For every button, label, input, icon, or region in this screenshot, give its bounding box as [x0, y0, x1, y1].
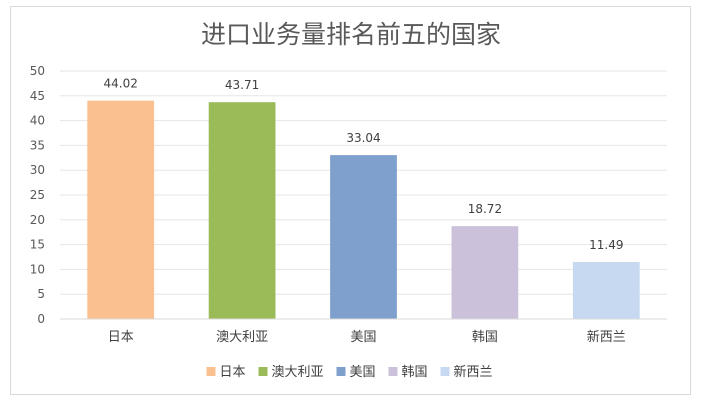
bar: [451, 226, 519, 319]
legend-entry: 澳大利亚: [272, 364, 324, 380]
data-label: 43.71: [225, 78, 259, 92]
bar: [208, 102, 276, 320]
y-tick-label: 30: [30, 163, 45, 177]
legend: 日本 澳大利亚 美国 韩国 新西兰: [206, 364, 493, 380]
chart-frame: 进口业务量排名前五的国家 0 5 10 15 20 25 30 35 40 45 50 44.02 4…: [10, 6, 691, 395]
category-labels: 日本 澳大利亚 美国 韩国 新西兰: [108, 329, 626, 345]
y-tick-label: 10: [30, 262, 45, 276]
bar: [572, 262, 640, 319]
y-tick-label: 40: [30, 114, 45, 128]
bars: [87, 100, 640, 320]
y-tick-label: 0: [37, 312, 45, 326]
legend-entry: 日本: [220, 365, 246, 380]
legend-swatch: [388, 367, 398, 376]
y-tick-label: 25: [30, 188, 45, 202]
y-tick-label: 15: [30, 238, 45, 252]
y-tick-label: 5: [37, 287, 45, 301]
data-label: 33.04: [346, 131, 380, 145]
chart-title: 进口业务量排名前五的国家: [201, 20, 501, 49]
data-labels: 44.02 43.71 33.04 18.72 11.49: [104, 77, 624, 252]
bar: [330, 155, 397, 319]
data-label: 18.72: [468, 202, 502, 216]
y-tick-label: 50: [30, 64, 45, 78]
legend-entry: 韩国: [402, 365, 428, 380]
legend-swatch: [336, 367, 346, 376]
legend-swatch: [206, 367, 216, 376]
bar: [87, 100, 155, 319]
legend-entry: 新西兰: [454, 364, 493, 380]
legend-swatch: [258, 367, 268, 376]
category-label: 新西兰: [587, 329, 626, 345]
y-tick-label: 20: [30, 213, 45, 227]
category-label: 日本: [108, 330, 134, 345]
category-label: 美国: [350, 330, 376, 345]
data-label: 11.49: [589, 238, 623, 252]
legend-swatch: [440, 367, 450, 376]
data-label: 44.02: [104, 77, 138, 91]
y-tick-label: 45: [30, 89, 45, 103]
y-axis-ticks: 0 5 10 15 20 25 30 35 40 45 50: [30, 64, 45, 326]
category-label: 韩国: [472, 330, 498, 345]
category-label: 澳大利亚: [216, 329, 268, 345]
legend-entry: 美国: [350, 365, 376, 380]
y-tick-label: 35: [30, 138, 45, 152]
